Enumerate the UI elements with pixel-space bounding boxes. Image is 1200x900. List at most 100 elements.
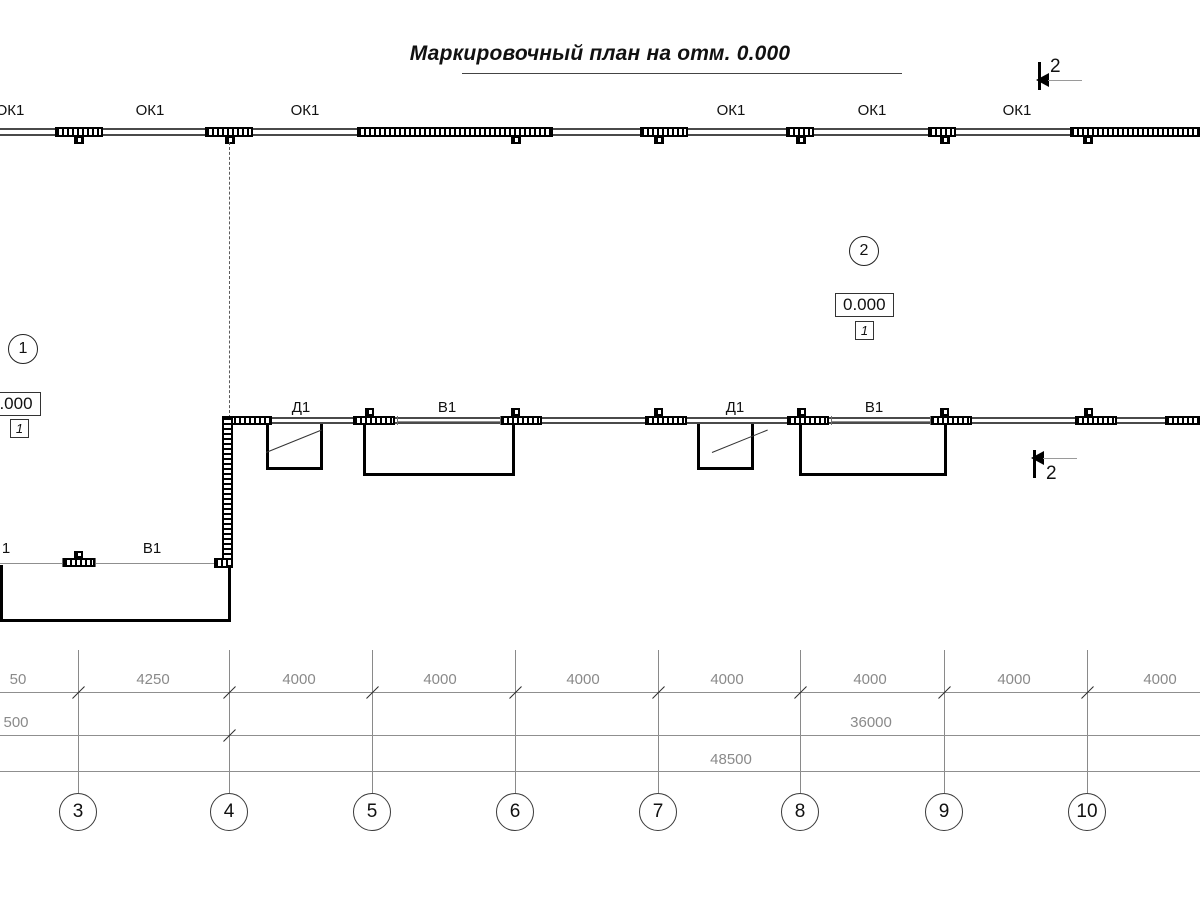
door-block-mid-1[interactable] bbox=[353, 416, 395, 425]
bay-recess-4 bbox=[799, 424, 947, 476]
interior-wall-mid bbox=[222, 417, 1200, 424]
dim-value-1-1: 50 bbox=[9, 671, 27, 688]
dim-value-1-4: 4000 bbox=[423, 671, 457, 688]
dim-value-1-8: 4000 bbox=[997, 671, 1031, 688]
grid-bubble-4[interactable]: 4 bbox=[210, 793, 248, 831]
window-block-top-4[interactable] bbox=[640, 127, 688, 137]
section-stem-icon bbox=[1038, 62, 1041, 90]
grid-bubble-10[interactable]: 10 bbox=[1068, 793, 1106, 831]
pier-top-4 bbox=[225, 136, 235, 144]
pier-low-1 bbox=[74, 551, 83, 558]
grid-line-7 bbox=[658, 650, 659, 785]
grid-bubble-9[interactable]: 9 bbox=[925, 793, 963, 831]
bubble-stem-4 bbox=[229, 781, 230, 793]
level-value-left: 0.000 bbox=[0, 394, 33, 413]
bubble-stem-3 bbox=[78, 781, 79, 793]
zone-label-2: 2 bbox=[859, 242, 869, 259]
pier-mid-6 bbox=[1084, 408, 1093, 416]
bubble-stem-10 bbox=[1087, 781, 1088, 793]
dimension-line-3 bbox=[0, 771, 1200, 772]
bubble-stem-9 bbox=[944, 781, 945, 793]
dim-value-1-2: 4250 bbox=[136, 671, 170, 688]
section-stem-icon-2 bbox=[1033, 450, 1036, 478]
page-title: Маркировочный план на отм. 0.000 bbox=[409, 42, 791, 65]
outline-low-right bbox=[228, 565, 231, 622]
bay-recess-2 bbox=[363, 424, 515, 476]
grid-bubble-label-7: 7 bbox=[652, 801, 664, 822]
opening-tag-ok1-5: ОК1 bbox=[857, 102, 887, 119]
opening-tag-ok1-2: ОК1 bbox=[135, 102, 165, 119]
grid-bubble-5[interactable]: 5 bbox=[353, 793, 391, 831]
section-leader-line-2 bbox=[1043, 458, 1077, 459]
window-block-mid-4[interactable] bbox=[930, 416, 972, 425]
grid-line-4 bbox=[229, 650, 230, 785]
pier-top-6 bbox=[511, 136, 521, 144]
dim-span-b1-1 bbox=[397, 421, 501, 422]
dim-value-2-1: 500 bbox=[3, 714, 29, 731]
dim-span-b1-low bbox=[0, 563, 222, 564]
section-label-top: 2 bbox=[1050, 56, 1061, 77]
opening-tag-d1-1: Д1 bbox=[291, 399, 311, 416]
dim-tick-b1-2a bbox=[831, 416, 832, 425]
window-block-top-3[interactable] bbox=[357, 127, 553, 137]
exterior-wall-top bbox=[0, 128, 1200, 136]
level-sub-left: 1 bbox=[10, 419, 29, 438]
window-block-mid-5[interactable] bbox=[1075, 416, 1117, 425]
dim-value-2-2: 36000 bbox=[850, 714, 892, 731]
bubble-stem-6 bbox=[515, 781, 516, 793]
bay-recess-3 bbox=[697, 424, 754, 470]
pier-top-9 bbox=[940, 136, 950, 144]
opening-tag-ok1-4: ОК1 bbox=[716, 102, 746, 119]
dim-value-1-7: 4000 bbox=[853, 671, 887, 688]
dim-tick-low-a bbox=[62, 558, 63, 567]
window-block-mid-6[interactable] bbox=[1165, 416, 1200, 425]
door-block-mid-2[interactable] bbox=[787, 416, 829, 425]
window-block-mid-2[interactable] bbox=[500, 416, 542, 425]
opening-tag-b1-2: В1 bbox=[864, 399, 884, 416]
section-arrow-icon bbox=[1036, 73, 1049, 87]
dim-value-1-3: 4000 bbox=[282, 671, 316, 688]
grid-bubble-7[interactable]: 7 bbox=[639, 793, 677, 831]
pier-mid-4 bbox=[797, 408, 806, 416]
grid-bubble-6[interactable]: 6 bbox=[496, 793, 534, 831]
dimension-line-1 bbox=[0, 692, 1200, 693]
zone-marker-1[interactable]: 1 bbox=[8, 334, 38, 364]
window-block-mid-3[interactable] bbox=[645, 416, 687, 425]
level-sub-label-right: 1 bbox=[860, 323, 869, 338]
grid-bubble-label-9: 9 bbox=[938, 801, 950, 822]
level-value-right: 0.000 bbox=[843, 295, 886, 314]
grid-line-3 bbox=[78, 650, 79, 785]
bubble-stem-5 bbox=[372, 781, 373, 793]
dim-tick-b1-1b bbox=[500, 416, 501, 425]
level-tag-left[interactable]: 0.000 bbox=[0, 392, 41, 416]
dim-value-1-9: 4000 bbox=[1143, 671, 1177, 688]
grid-bubble-label-10: 10 bbox=[1076, 801, 1098, 822]
zone-marker-2[interactable]: 2 bbox=[849, 236, 879, 266]
opening-tag-b1-low: В1 bbox=[142, 540, 162, 557]
pier-top-8 bbox=[796, 136, 806, 144]
grid-bubble-label-6: 6 bbox=[509, 801, 521, 822]
pier-mid-2 bbox=[511, 408, 520, 416]
pier-top-3 bbox=[74, 136, 84, 144]
grid-bubble-8[interactable]: 8 bbox=[781, 793, 819, 831]
opening-tag-ok1-1: ОК1 bbox=[0, 102, 25, 119]
grid-line-9 bbox=[944, 650, 945, 785]
level-tag-right[interactable]: 0.000 bbox=[835, 293, 894, 317]
outline-low-bottom bbox=[0, 619, 231, 622]
section-leader-line bbox=[1048, 80, 1082, 81]
pier-top-7 bbox=[654, 136, 664, 144]
pier-mid-1 bbox=[365, 408, 374, 416]
bubble-stem-8 bbox=[800, 781, 801, 793]
grid-bubble-label-4: 4 bbox=[223, 801, 235, 822]
opening-tag-ok1-3: ОК1 bbox=[290, 102, 320, 119]
grid-bubble-label-5: 5 bbox=[366, 801, 378, 822]
window-block-low-1[interactable] bbox=[63, 558, 95, 567]
pier-top-10 bbox=[1083, 136, 1093, 144]
zone-label-1: 1 bbox=[18, 340, 28, 357]
grid-bubble-label-8: 8 bbox=[794, 801, 806, 822]
window-block-top-7[interactable] bbox=[1070, 127, 1200, 137]
opening-tag-low-1: 1 bbox=[1, 540, 11, 557]
grid-bubble-label-3: 3 bbox=[72, 801, 84, 822]
outline-low-left bbox=[0, 565, 3, 622]
grid-bubble-3[interactable]: 3 bbox=[59, 793, 97, 831]
